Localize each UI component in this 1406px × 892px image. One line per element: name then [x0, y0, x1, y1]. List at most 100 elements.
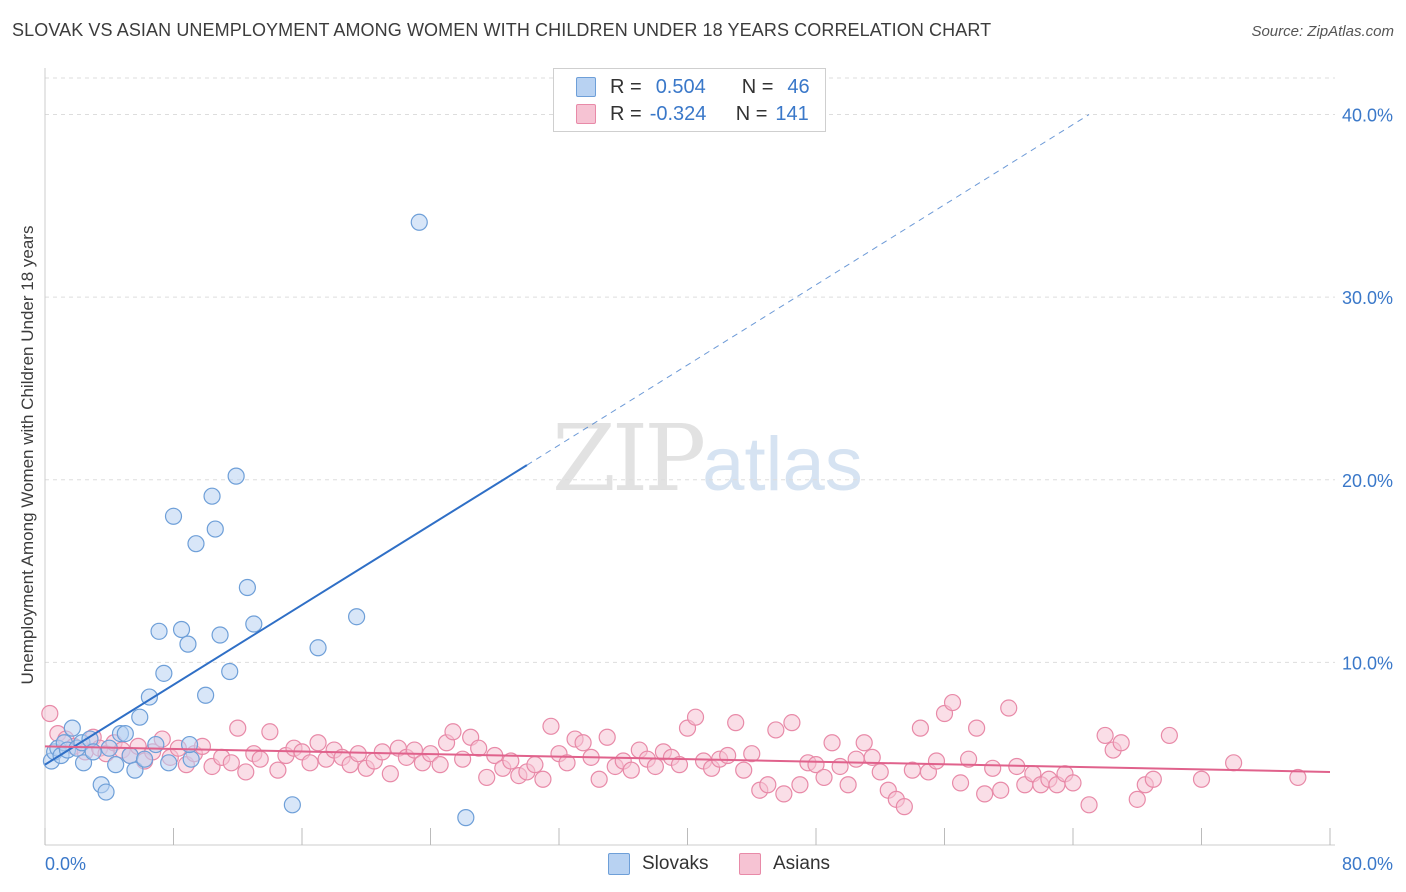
legend-n-value: 46 — [787, 75, 810, 98]
asians-point — [743, 745, 761, 763]
slovaks-point — [97, 783, 115, 801]
legend-row-slovaks: R = 0.504 N = 46 — [576, 74, 810, 100]
asians-point — [1080, 796, 1098, 814]
asians-point — [237, 763, 255, 781]
bottom-legend-slovaks: Slovaks — [608, 852, 709, 876]
asians-point — [454, 750, 472, 768]
y-tick-label: 30.0% — [1342, 288, 1393, 308]
slovaks-point — [135, 750, 154, 768]
asians-point — [719, 746, 737, 765]
asians-point — [783, 714, 801, 732]
asians-point — [1144, 770, 1162, 788]
slovaks-point — [116, 725, 134, 743]
asians-point — [502, 752, 520, 770]
asians-point — [759, 776, 777, 794]
asians-swatch — [576, 104, 596, 124]
asians-point — [622, 761, 640, 779]
slovaks-point — [126, 761, 144, 779]
legend-n-label: N = — [741, 75, 774, 98]
asians-point — [959, 750, 978, 768]
slovaks-trend-line — [44, 464, 528, 766]
asians-point — [992, 781, 1010, 799]
asians-point — [839, 776, 857, 794]
slovaks-point — [121, 746, 139, 765]
asians-point — [269, 761, 287, 779]
slovaks-legend-swatch — [608, 853, 630, 875]
slovaks-legend-label: Slovaks — [642, 853, 709, 874]
slovaks-point — [160, 754, 178, 772]
asians-point — [526, 756, 544, 774]
asians-point — [823, 734, 841, 752]
asians-point — [229, 719, 247, 737]
asians-point — [686, 708, 705, 726]
slovaks-point — [410, 213, 428, 231]
asians-point — [1225, 754, 1243, 772]
asians-point — [470, 739, 488, 757]
asians-point — [558, 754, 576, 772]
slovaks-point — [63, 719, 81, 737]
asians-point — [1289, 768, 1307, 787]
slovaks-point — [164, 507, 183, 525]
asians-point — [976, 785, 994, 803]
asians-point — [911, 719, 930, 737]
asians-point — [727, 714, 745, 732]
asians-point — [927, 752, 946, 770]
slovaks-point — [131, 708, 149, 726]
asians-point — [1128, 790, 1146, 808]
asians-point — [943, 693, 962, 712]
asians-point — [444, 723, 462, 741]
asians-point — [381, 765, 399, 783]
legend-n-value: 141 — [775, 102, 809, 125]
slovaks-point — [211, 626, 229, 644]
asians-point — [261, 723, 279, 741]
asians-point — [1064, 774, 1082, 792]
slovaks-point — [227, 467, 245, 485]
asians-point — [951, 774, 970, 792]
asians-point — [41, 704, 59, 723]
asians-point — [431, 756, 449, 774]
asians-point — [598, 728, 616, 746]
asians-point — [534, 770, 552, 788]
asians-point — [1160, 726, 1178, 745]
legend-r-label: R = — [610, 75, 642, 98]
asians-point — [301, 754, 319, 772]
slovaks-point — [172, 620, 191, 639]
slovaks-point — [150, 622, 168, 640]
asians-point — [1096, 726, 1114, 745]
legend-row-asians: R = -0.324 N = 141 — [576, 101, 809, 127]
asians-point — [791, 776, 809, 794]
legend-n-label: N = — [735, 102, 768, 125]
slovaks-point — [457, 809, 475, 827]
asians-point — [871, 763, 889, 781]
slovaks-point — [221, 662, 239, 681]
asians-point — [222, 754, 240, 772]
asians-point — [1000, 699, 1018, 717]
asians-point — [767, 721, 785, 739]
asians-point — [855, 734, 873, 752]
slovaks-point — [206, 520, 224, 538]
slovaks-point — [155, 664, 173, 682]
slovaks-point — [74, 754, 93, 772]
slovaks-point — [309, 639, 327, 657]
y-tick-label: 20.0% — [1342, 471, 1393, 491]
asians-point — [984, 759, 1002, 777]
slovaks-point — [238, 578, 256, 597]
slovaks-point — [147, 735, 165, 754]
y-tick-label: 40.0% — [1342, 106, 1393, 126]
asians-point — [847, 750, 865, 768]
asians-legend-label: Asians — [773, 853, 831, 874]
x-tick-label: 0.0% — [45, 854, 86, 874]
asians-point — [863, 748, 881, 766]
asians-point — [251, 750, 269, 768]
slovaks-point — [203, 487, 221, 505]
y-tick-label: 10.0% — [1342, 653, 1393, 673]
slovaks-point — [245, 615, 263, 633]
slovaks-swatch — [576, 77, 596, 97]
asians-point — [542, 717, 560, 735]
slovaks-point — [187, 535, 205, 553]
slovaks-trend-extension — [526, 114, 1090, 466]
slovaks-point — [197, 686, 215, 704]
chart-title: SLOVAK VS ASIAN UNEMPLOYMENT AMONG WOMEN… — [12, 20, 992, 40]
legend-r-label: R = — [610, 102, 642, 125]
asians-point — [574, 734, 592, 752]
